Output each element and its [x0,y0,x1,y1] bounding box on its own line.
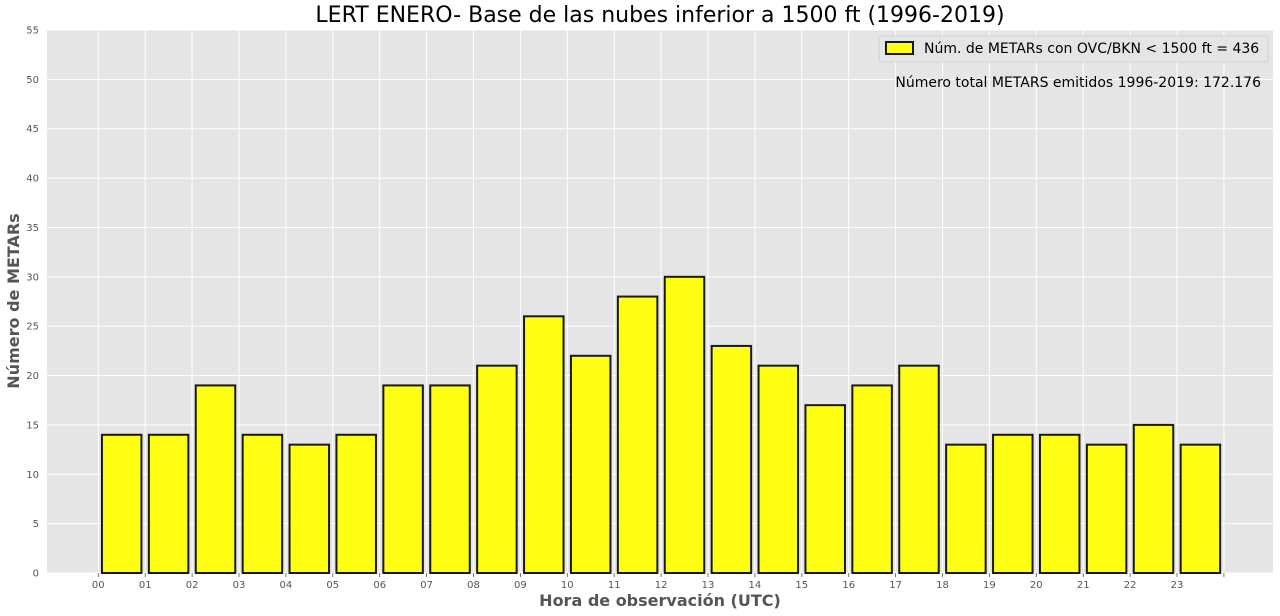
bar-00 [100,433,143,575]
bars [100,275,1222,575]
y-tick-label: 5 [33,519,39,530]
x-tick-label: 16 [842,580,855,591]
y-tick-label: 55 [26,26,39,37]
x-tick-label: 05 [326,580,339,591]
y-tick-label: 30 [26,272,39,283]
x-tick-label: 23 [1171,580,1184,591]
x-tick-label: 22 [1124,580,1137,591]
y-tick-label: 20 [26,371,39,382]
bar-08 [476,364,518,574]
x-tick-label: 19 [983,580,996,591]
x-axis-ticks: 00 01 02 03 04 05 06 07 08 09 10 11 12 13 14 15 16 17 18 19… [92,573,1225,591]
y-tick-label: 10 [26,470,39,481]
bar-20 [1038,433,1081,575]
y-tick-label: 0 [33,569,39,580]
total-metars-annotation: Número total METARS emitidos 1996-2019: … [895,75,1261,91]
x-tick-label: 18 [936,580,949,591]
bar-14 [757,364,800,574]
bar-15 [804,404,846,574]
x-tick-label: 01 [139,580,152,591]
legend: Núm. de METARs con OVC/BKN < 1500 ft = 4… [878,35,1269,63]
y-tick-label: 35 [26,223,39,234]
x-tick-label: 12 [655,580,668,591]
x-tick-label: 17 [889,580,902,591]
bar-04 [288,443,331,574]
legend-swatch [885,41,914,55]
bar-21 [1085,443,1128,574]
x-tick-label: 02 [186,580,199,591]
y-axis-ticks: 0 5 10 15 20 25 30 35 40 45 50 55 [26,26,39,580]
bar-02 [194,384,237,574]
x-tick-label: 10 [561,580,574,591]
y-tick-label: 45 [26,124,39,135]
bar-01 [147,433,190,575]
x-tick-label: 11 [608,580,621,591]
bar-16 [851,384,893,574]
bar-07 [429,384,471,574]
x-tick-label: 07 [420,580,433,591]
x-tick-label: 13 [702,580,715,591]
bar-09 [523,315,565,574]
bar-05 [335,433,377,575]
x-tick-label: 09 [514,580,527,591]
x-tick-label: 21 [1077,580,1090,591]
y-tick-label: 15 [26,420,39,431]
y-tick-label: 40 [26,174,39,185]
x-tick-label: 00 [92,580,105,591]
legend-label: Núm. de METARs con OVC/BKN < 1500 ft = 4… [924,41,1259,57]
bar-23 [1179,443,1222,574]
x-tick-label: 06 [373,580,386,591]
x-tick-label: 04 [280,580,293,591]
x-tick-label: 03 [233,580,246,591]
bar-10 [569,354,612,574]
bar-13 [710,344,753,574]
y-tick-label: 50 [26,75,39,86]
bar-18 [945,443,987,574]
x-tick-label: 15 [795,580,808,591]
bar-06 [382,384,424,574]
x-tick-label: 08 [467,580,480,591]
legend-box [878,35,1269,63]
x-tick-label: 20 [1030,580,1043,591]
y-axis-label: Número de METARs [4,213,23,388]
x-tick-label: 14 [749,580,762,591]
bar-17 [898,364,940,574]
bar-19 [992,433,1034,575]
bar-11 [616,295,659,574]
chart-title: LERT ENERO- Base de las nubes inferior a… [315,3,1004,28]
bar-03 [241,433,284,575]
bar-12 [663,275,706,574]
y-tick-label: 25 [26,322,39,333]
bar-22 [1132,423,1175,574]
x-axis-label: Hora de observación (UTC) [539,591,781,610]
